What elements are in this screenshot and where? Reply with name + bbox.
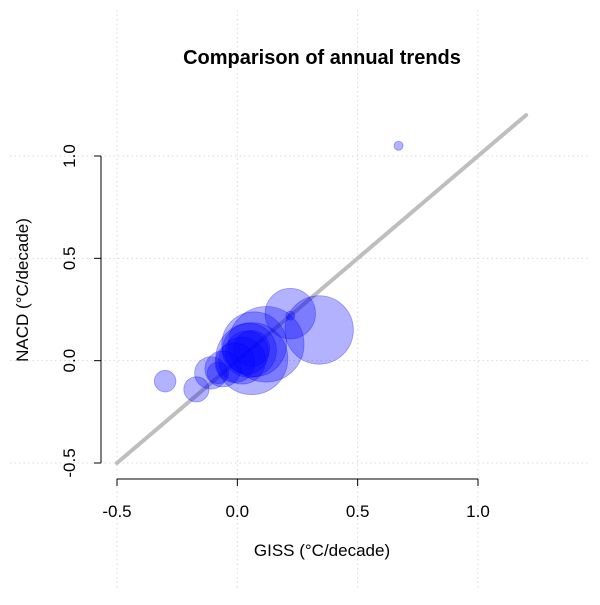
points-layer [153,140,404,403]
y-tick-label: 0.5 [60,247,79,271]
scatter-point [284,295,354,365]
axis-layer: -0.5 0.0 0.5 1.0 -0.5 0.0 0.5 1.0 [60,144,490,521]
scatter-point [285,310,296,321]
x-tick-label: 1.0 [466,502,490,521]
x-tick-label: 0.0 [226,502,250,521]
scatter-point [218,336,266,385]
x-axis-label: GISS (°C/decade) [254,541,390,560]
x-tick-label: -0.5 [102,502,131,521]
y-tick-label: -0.5 [60,448,79,477]
scatter-point [264,287,316,340]
scatter-point [224,330,269,375]
scatter-point [215,322,289,396]
scatter-point [221,323,277,378]
y-tick-label: 1.0 [60,144,79,168]
scatter-point [393,140,404,151]
scatter-point [206,361,230,385]
reference-line [115,113,529,465]
chart-title: Comparison of annual trends [183,47,461,69]
scatter-point [221,311,287,378]
y-tick-label: 0.0 [60,349,79,373]
scatter-point [228,306,305,383]
scatter-point [204,350,242,388]
scatter-point [153,369,177,393]
scatter-point [183,376,210,403]
scatter-point [214,342,256,383]
x-tick-label: 0.5 [346,502,370,521]
scatter-point [233,329,271,367]
y-axis-label: NACD (°C/decade) [13,218,32,362]
scatter-point [194,356,228,390]
